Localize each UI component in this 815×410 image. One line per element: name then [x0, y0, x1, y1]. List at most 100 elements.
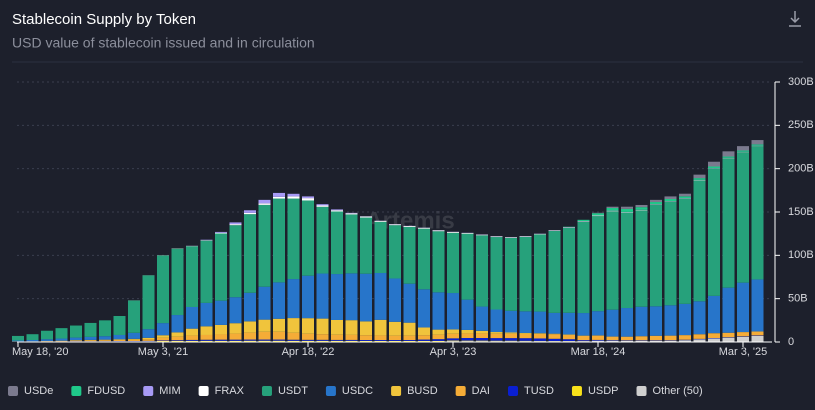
- legend-item[interactable]: Other (50): [636, 385, 703, 397]
- bar-segment: [345, 214, 358, 274]
- legend-item[interactable]: FRAX: [198, 385, 245, 397]
- bar-segment: [316, 318, 329, 335]
- bar-segment: [142, 275, 155, 330]
- legend-swatch: [198, 386, 209, 396]
- bar-segment: [345, 340, 358, 342]
- bar-segment: [26, 340, 39, 342]
- bar-segment: [360, 321, 372, 336]
- bar-segment: [229, 333, 242, 340]
- bar-segment: [693, 334, 706, 339]
- bar-segment: [331, 334, 343, 340]
- bar-segment: [302, 339, 314, 341]
- bar-segment: [476, 333, 488, 339]
- bar-segment: [316, 206, 329, 274]
- bar-segment: [490, 332, 503, 334]
- bar-segment: [200, 302, 213, 327]
- legend-item[interactable]: MIM: [143, 385, 181, 397]
- bar-segment: [186, 340, 198, 342]
- bar-segment: [99, 336, 111, 340]
- legend-item[interactable]: USDC: [325, 385, 373, 397]
- bar-segment: [157, 335, 169, 338]
- bar-segment: [258, 199, 271, 204]
- bar-segment: [258, 339, 271, 341]
- bar-segment: [171, 340, 184, 341]
- bars: [12, 140, 764, 342]
- bar-segment: [302, 196, 314, 199]
- bar-segment: [664, 335, 677, 341]
- bar-segment: [432, 230, 445, 232]
- legend-item[interactable]: FDUSD: [71, 385, 125, 397]
- bar-segment: [99, 340, 111, 342]
- bar-segment: [258, 286, 271, 320]
- legend-swatch: [325, 386, 336, 396]
- bar-segment: [751, 146, 764, 280]
- bar-segment: [389, 225, 401, 279]
- legend-item[interactable]: DAI: [455, 385, 490, 397]
- bar-segment: [722, 287, 735, 333]
- bar-segment: [621, 308, 633, 337]
- download-icon: [790, 17, 800, 24]
- bar-segment: [418, 335, 430, 340]
- bar-segment: [418, 289, 430, 328]
- legend-item[interactable]: USDT: [261, 385, 308, 397]
- bar-segment: [737, 332, 749, 337]
- legend-label: DAI: [472, 385, 490, 397]
- legend-item[interactable]: USDP: [571, 385, 619, 397]
- bar-segment: [635, 306, 648, 337]
- bar-segment: [389, 224, 401, 226]
- bar-segment: [374, 340, 387, 341]
- bar-segment: [171, 336, 184, 341]
- bar-segment: [418, 339, 430, 341]
- bar-segment: [229, 224, 242, 226]
- download-button[interactable]: [789, 11, 801, 27]
- bar-segment: [621, 208, 633, 212]
- bar-segment: [461, 329, 474, 334]
- bar-segment: [432, 292, 445, 330]
- bar-segment: [200, 334, 213, 340]
- bar-segment: [287, 318, 300, 333]
- bar-segment: [606, 340, 619, 341]
- legend-label: FRAX: [215, 385, 245, 397]
- x-tick-label: May 18, '20: [12, 346, 69, 358]
- bar-segment: [186, 335, 198, 340]
- bar-segment: [548, 230, 561, 313]
- bar-segment: [186, 246, 198, 307]
- bar-segment: [171, 332, 184, 337]
- bar-segment: [563, 227, 575, 228]
- bar-segment: [447, 340, 459, 342]
- bar-segment: [461, 338, 474, 341]
- bar-segment: [287, 340, 300, 342]
- bar-segment: [171, 340, 184, 342]
- bar-segment: [621, 206, 633, 209]
- bar-segment: [635, 210, 648, 307]
- legend-item[interactable]: TUSD: [508, 385, 554, 397]
- bar-segment: [621, 336, 633, 341]
- bar-segment: [505, 338, 517, 341]
- bar-segment: [229, 340, 242, 342]
- bar-segment: [621, 340, 633, 342]
- bar-segment: [215, 334, 227, 340]
- bar-segment: [302, 200, 314, 276]
- bar-segment: [171, 315, 184, 333]
- bar-segment: [215, 231, 227, 233]
- legend-item[interactable]: BUSD: [391, 385, 438, 397]
- legend-item[interactable]: USDe: [8, 385, 53, 397]
- bar-segment: [447, 232, 459, 294]
- bar-segment: [534, 311, 546, 334]
- bar-segment: [577, 221, 590, 314]
- bar-segment: [737, 146, 749, 151]
- legend-swatch: [71, 386, 82, 396]
- bar-segment: [41, 330, 53, 340]
- bar-segment: [84, 322, 97, 337]
- bar-segment: [215, 300, 227, 325]
- bar-segment: [403, 322, 416, 336]
- bar-segment: [244, 214, 256, 293]
- bar-segment: [128, 332, 140, 339]
- bar-segment: [606, 309, 619, 337]
- bar-segment: [389, 340, 401, 342]
- bar-segment: [664, 196, 677, 199]
- bar-segment: [447, 293, 459, 330]
- bar-segment: [679, 193, 691, 197]
- bar-segment: [505, 333, 517, 339]
- bar-segment: [519, 311, 532, 333]
